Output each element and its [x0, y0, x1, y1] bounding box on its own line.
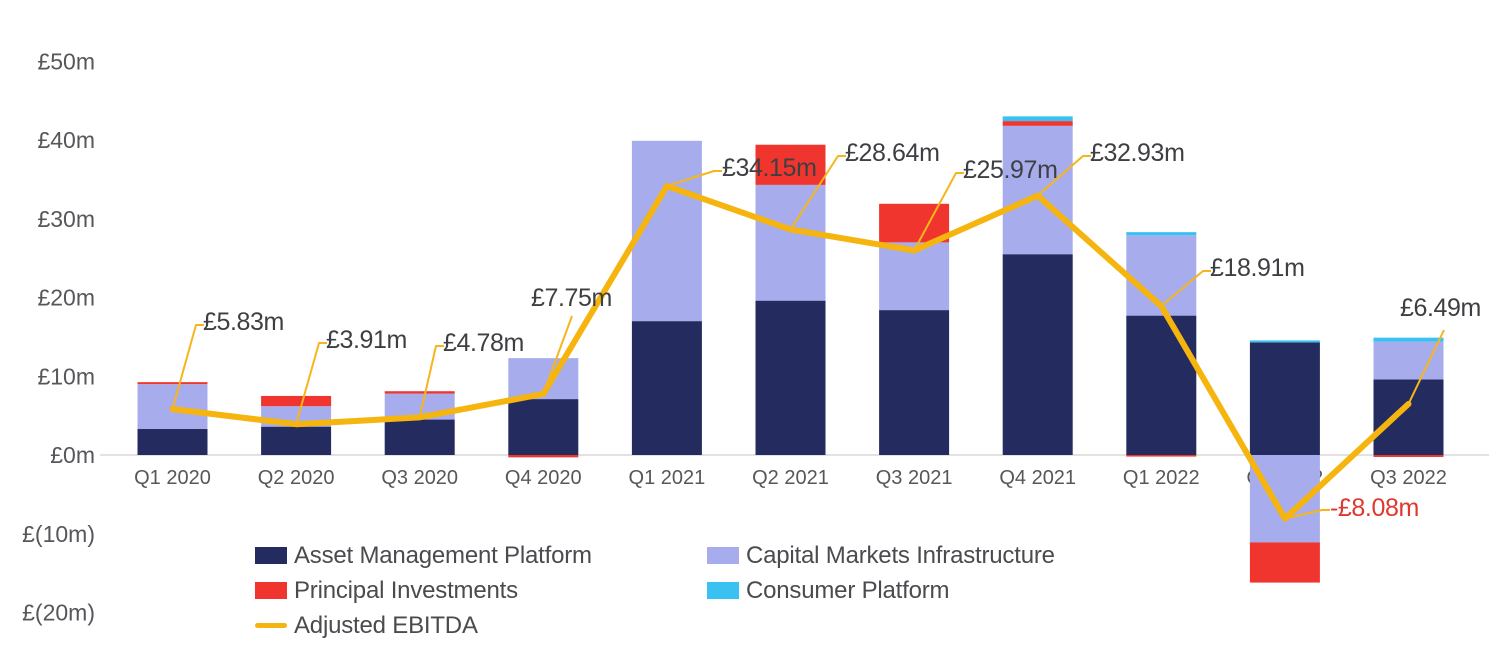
bar-segment-asset-management-platform-q1-2021: [631, 321, 702, 455]
bar-segment-asset-management-platform-q4-2020: [508, 399, 579, 455]
legend-item-consumer-platform: Consumer Platform: [707, 577, 1055, 605]
annotation-label--18-91m: £18.91m: [1210, 254, 1305, 282]
annotation-label--34-15m: £34.15m: [722, 154, 817, 182]
x-axis-label-q1-2022: Q1 2022: [1123, 467, 1200, 489]
legend-label-consumer-platform: Consumer Platform: [746, 576, 950, 604]
annotation-leader--3-91m: [295, 342, 327, 425]
annotation-label--4-78m: £4.78m: [443, 329, 524, 357]
annotation-leader--7-75m: [542, 315, 573, 395]
bar-segment-capital-markets-infrastructure-q3-2022: [1373, 341, 1444, 380]
annotation-label--5-83m: £5.83m: [203, 308, 284, 336]
legend-swatch-adjusted-ebitda: [255, 623, 287, 628]
legend-label-adjusted-ebitda: Adjusted EBITDA: [294, 611, 478, 639]
y-axis-label-30: £30m: [37, 206, 95, 232]
bar-segment-asset-management-platform-q4-2021: [1002, 254, 1073, 455]
annotation-leader--32-93m: [1037, 155, 1091, 197]
annotation-leader--5-83m: [171, 324, 204, 410]
bar-segment-principal-investments-q4-2020: [508, 455, 579, 458]
x-axis-label-q3-2021: Q3 2021: [876, 467, 953, 489]
annotation-leader--4-78m: [418, 345, 444, 418]
bar-segment-consumer-platform-q1-2022: [1126, 232, 1197, 236]
x-axis-label-q2-2021: Q2 2021: [752, 467, 829, 489]
bar-segment-consumer-platform-q2-2022: [1249, 340, 1320, 343]
annotation-label--6-49m: £6.49m: [1400, 294, 1481, 322]
bar-segment-principal-investments-q2-2022: [1249, 542, 1320, 583]
legend-swatch-capital-markets-infrastructure: [707, 547, 739, 564]
bar-segment-principal-investments-q4-2021: [1002, 121, 1073, 126]
legend-swatch-principal-investments: [255, 582, 287, 599]
annotation-leader--6-49m: [1407, 329, 1445, 405]
annotation-label--25-97m: £25.97m: [963, 156, 1058, 184]
bar-segment-capital-markets-infrastructure-q4-2021: [1002, 125, 1073, 255]
x-axis-label-q1-2021: Q1 2021: [629, 467, 706, 489]
x-axis-label-q1-2020: Q1 2020: [134, 467, 211, 489]
annotation-label--7-75m: £7.75m: [531, 284, 612, 312]
y-axis-label-40: £40m: [37, 127, 95, 153]
bar-segment-principal-investments-q2-2020: [261, 395, 332, 407]
annotation-leader--28-64m: [789, 155, 846, 231]
annotation-label--32-93m: £32.93m: [1090, 139, 1185, 167]
x-axis-label-q3-2022: Q3 2022: [1370, 467, 1447, 489]
bar-segment-principal-investments-q3-2021: [879, 203, 950, 243]
annotation-label--3-91m: £3.91m: [326, 326, 407, 354]
legend-label-asset-management-platform: Asset Management Platform: [294, 541, 592, 569]
y-axis-label-20: £20m: [37, 285, 95, 311]
bar-segment-principal-investments-q3-2020: [384, 391, 455, 394]
bar-segment-capital-markets-infrastructure-q3-2021: [879, 242, 950, 311]
bar-segment-asset-management-platform-q2-2020: [261, 426, 332, 455]
bar-segment-principal-investments-q2-2021: [755, 144, 826, 185]
annotation-leader--8-08m: [1284, 509, 1330, 520]
legend-swatch-asset-management-platform: [255, 547, 287, 564]
bar-segment-principal-investments-q3-2022: [1373, 455, 1444, 457]
legend-item-principal-investments: Principal Investments: [255, 577, 707, 605]
x-axis-label-q4-2021: Q4 2021: [999, 467, 1076, 489]
bar-segment-asset-management-platform-q1-2020: [137, 429, 208, 455]
bar-segment-consumer-platform-q3-2022: [1373, 337, 1444, 342]
bar-segment-asset-management-platform-q2-2021: [755, 300, 826, 455]
x-axis-label-q3-2020: Q3 2020: [381, 467, 458, 489]
annotation-label--8-08m: -£8.08m: [1330, 494, 1419, 522]
legend-item-asset-management-platform: Asset Management Platform: [255, 542, 707, 570]
legend-item-adjusted-ebitda: Adjusted EBITDA: [255, 612, 707, 640]
chart-legend: Asset Management Platform Capital Market…: [255, 538, 1055, 643]
y-axis-label-0: £0m: [50, 442, 95, 468]
annotation-leader--34-15m: [666, 170, 722, 188]
annotation-leader--25-97m: [913, 172, 964, 251]
legend-label-capital-markets-infrastructure: Capital Markets Infrastructure: [746, 541, 1055, 569]
bar-segment-consumer-platform-q4-2021: [1002, 116, 1073, 122]
bar-segment-principal-investments-q1-2020: [137, 382, 208, 385]
legend-label-principal-investments: Principal Investments: [294, 576, 518, 604]
x-axis-label-q4-2020: Q4 2020: [505, 467, 582, 489]
bar-segment-asset-management-platform-q3-2021: [879, 310, 950, 455]
y-axis-label--10: £(10m): [22, 521, 95, 547]
legend-swatch-consumer-platform: [707, 582, 739, 599]
y-axis-label-10: £10m: [37, 363, 95, 389]
bar-segment-asset-management-platform-q2-2022: [1249, 342, 1320, 455]
bar-segment-asset-management-platform-q3-2020: [384, 419, 455, 455]
y-axis-label-50: £50m: [37, 48, 95, 74]
bar-segment-asset-management-platform-q1-2022: [1126, 315, 1197, 455]
x-axis-label-q2-2020: Q2 2020: [258, 467, 335, 489]
annotation-label--28-64m: £28.64m: [845, 139, 940, 167]
bar-segment-principal-investments-q1-2022: [1126, 455, 1197, 457]
annotation-leader--18-91m: [1160, 270, 1211, 307]
bar-segment-asset-management-platform-q3-2022: [1373, 379, 1444, 455]
bar-segment-capital-markets-infrastructure-q2-2021: [755, 184, 826, 301]
legend-item-capital-markets-infrastructure: Capital Markets Infrastructure: [707, 542, 1055, 570]
y-axis-label--20: £(20m): [22, 600, 95, 626]
